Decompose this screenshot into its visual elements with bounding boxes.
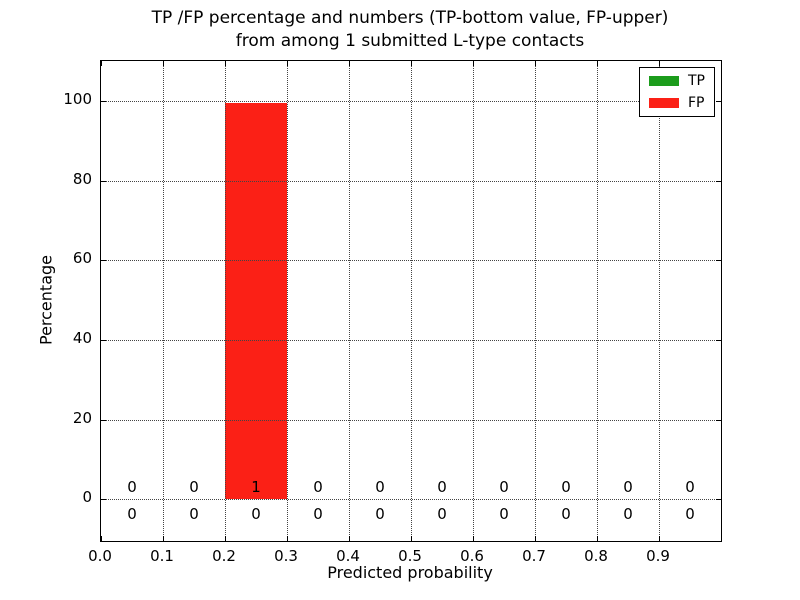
annotation-fp-count: 0 xyxy=(437,478,447,497)
gridline-horizontal xyxy=(101,339,721,341)
annotation-tp-count: 0 xyxy=(189,505,199,524)
tick-mark xyxy=(101,499,106,501)
x-axis-label: Predicted probability xyxy=(327,563,493,582)
tick-mark xyxy=(349,536,350,541)
y-tick-label: 20 xyxy=(72,408,92,427)
annotation-tp-count: 0 xyxy=(313,505,323,524)
tick-mark xyxy=(101,61,102,66)
x-tick-label: 0.3 xyxy=(274,547,298,565)
annotation-fp-count: 1 xyxy=(251,478,261,497)
tick-mark xyxy=(101,419,106,421)
annotation-tp-count: 0 xyxy=(623,505,633,524)
tick-mark xyxy=(349,61,350,66)
gridline-horizontal xyxy=(101,180,721,182)
annotation-fp-count: 0 xyxy=(685,478,695,497)
annotation-fp-count: 0 xyxy=(127,478,137,497)
y-tick-label: 80 xyxy=(72,169,92,188)
legend: TP FP xyxy=(639,67,715,117)
legend-label-fp: FP xyxy=(688,95,705,111)
tick-mark xyxy=(225,61,226,66)
tick-mark xyxy=(597,536,598,541)
y-tick-label: 40 xyxy=(72,328,92,347)
tick-mark xyxy=(287,536,288,541)
tick-mark xyxy=(101,180,106,182)
legend-item-fp: FP xyxy=(649,96,705,110)
gridline-vertical xyxy=(535,61,536,541)
tick-mark xyxy=(597,61,598,66)
annotation-fp-count: 0 xyxy=(189,478,199,497)
annotation-tp-count: 0 xyxy=(251,505,261,524)
y-tick-label: 100 xyxy=(63,89,92,108)
gridline-vertical xyxy=(163,61,164,541)
x-tick-label: 0.5 xyxy=(398,547,422,565)
annotation-fp-count: 0 xyxy=(561,478,571,497)
annotation-fp-count: 0 xyxy=(499,478,509,497)
gridline-horizontal xyxy=(101,499,721,501)
tick-mark xyxy=(101,339,106,341)
annotation-fp-count: 0 xyxy=(375,478,385,497)
gridline-vertical xyxy=(411,61,412,541)
annotation-tp-count: 0 xyxy=(127,505,137,524)
tick-mark xyxy=(101,260,106,262)
y-tick-label: 60 xyxy=(72,249,92,268)
annotation-tp-count: 0 xyxy=(437,505,447,524)
tick-mark xyxy=(287,61,288,66)
x-tick-label: 0.2 xyxy=(212,547,236,565)
gridline-vertical xyxy=(287,61,288,541)
tick-mark xyxy=(535,536,536,541)
annotation-tp-count: 0 xyxy=(685,505,695,524)
x-tick-label: 0.6 xyxy=(460,547,484,565)
tick-mark xyxy=(101,100,106,102)
x-tick-label: 0.7 xyxy=(522,547,546,565)
x-tick-label: 0.1 xyxy=(150,547,174,565)
x-tick-label: 0.0 xyxy=(88,547,112,565)
gridline-vertical xyxy=(597,61,598,541)
tick-mark xyxy=(473,61,474,66)
tick-mark xyxy=(716,180,721,182)
tick-mark xyxy=(716,339,721,341)
tick-mark xyxy=(225,536,226,541)
legend-item-tp: TP xyxy=(649,74,705,88)
annotation-tp-count: 0 xyxy=(561,505,571,524)
plot-area: TP FP 0 0 1 0 0 0 0 0 0 0 0 0 0 0 0 0 0 0 0 0 xyxy=(100,60,722,542)
x-tick-label: 0.8 xyxy=(584,547,608,565)
tick-mark xyxy=(163,536,164,541)
chart-title-line2: from among 1 submitted L-type contacts xyxy=(235,31,585,51)
tick-mark xyxy=(716,100,721,102)
gridline-vertical xyxy=(349,61,350,541)
tick-mark xyxy=(101,536,102,541)
x-tick-label: 0.9 xyxy=(646,547,670,565)
tick-mark xyxy=(411,536,412,541)
tick-mark xyxy=(163,61,164,66)
annotation-fp-count: 0 xyxy=(623,478,633,497)
annotation-tp-count: 0 xyxy=(499,505,509,524)
tick-mark xyxy=(659,61,660,66)
legend-label-tp: TP xyxy=(688,73,705,89)
tick-mark xyxy=(535,61,536,66)
tick-mark xyxy=(411,61,412,66)
gridline-horizontal xyxy=(101,100,721,102)
gridline-horizontal xyxy=(101,419,721,421)
fp-swatch-icon xyxy=(649,98,679,108)
tick-mark xyxy=(716,499,721,501)
annotation-tp-count: 0 xyxy=(375,505,385,524)
tick-mark xyxy=(659,536,660,541)
tick-mark xyxy=(716,419,721,421)
gridline-vertical xyxy=(473,61,474,541)
gridline-horizontal xyxy=(101,260,721,262)
tp-swatch-icon xyxy=(649,76,679,86)
y-tick-label: 0 xyxy=(82,488,92,507)
annotation-fp-count: 0 xyxy=(313,478,323,497)
chart-title: TP /FP percentage and numbers (TP-bottom… xyxy=(90,7,730,53)
chart-title-line1: TP /FP percentage and numbers (TP-bottom… xyxy=(151,8,669,28)
gridline-vertical xyxy=(225,61,226,541)
gridline-vertical xyxy=(659,61,660,541)
tick-mark xyxy=(716,260,721,262)
bar-fp xyxy=(225,102,287,500)
x-tick-label: 0.4 xyxy=(336,547,360,565)
tick-mark xyxy=(473,536,474,541)
